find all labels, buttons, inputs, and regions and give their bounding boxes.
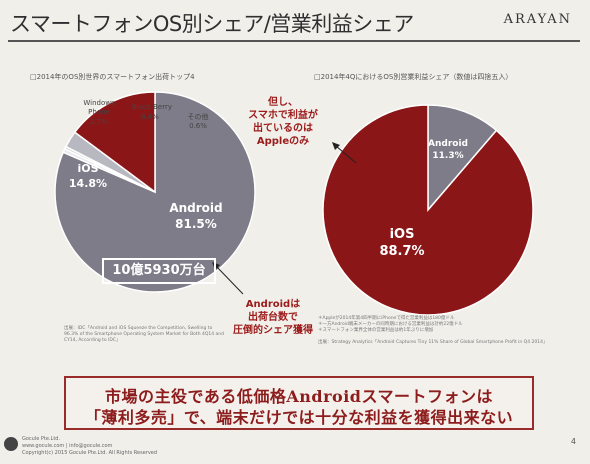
- right-source: 出展：Strategy Analytics「Android Captures T…: [318, 340, 548, 345]
- right-note-line: ＊一方Android端末メーカーの同時期における営業利益は計約22億ドル: [318, 322, 463, 327]
- label-android: Android: [169, 201, 222, 215]
- company-contact: www.gocule.com | info@gocule.com: [22, 443, 113, 449]
- slide-title: スマートフォンOS別シェア/営業利益シェア: [10, 12, 414, 36]
- right-annotation-arrow: [335, 145, 357, 164]
- left-source-line: 出展：IDC「Android and iOS Squeeze the Compe…: [64, 326, 213, 331]
- shipment-share-pie: [54, 91, 256, 293]
- label-ios: iOS: [77, 162, 98, 175]
- profit-share-pie: [322, 104, 534, 316]
- left-annotation-line: 圧倒的シェア獲得: [233, 325, 313, 336]
- left-annotation-arrow: [215, 265, 244, 295]
- right-annotation-line: スマホで利益が: [248, 110, 318, 121]
- pie-slice-ios: [322, 104, 534, 316]
- label-windows-phone: Phone: [88, 108, 110, 116]
- left-annotation-line: Androidは: [245, 299, 301, 310]
- label-windows-phone: Windows: [83, 99, 115, 107]
- label-other: その他: [188, 112, 209, 121]
- value-windows-phone: 2.7%: [90, 118, 108, 126]
- left-source: 出展：IDC「Android and iOS Squeeze the Compe…: [64, 326, 224, 344]
- right-arrowhead-icon: [332, 142, 340, 150]
- right-annotation-line: 出ているのは: [253, 123, 313, 134]
- right-annotation-line: 但し、: [268, 97, 298, 108]
- left-annotation-line: 出荷台数で: [248, 312, 298, 323]
- title-divider: [8, 40, 580, 42]
- label-ios-profit: iOS: [390, 227, 415, 242]
- gocule-logo-icon: [4, 437, 18, 451]
- shipment-callout: 10億5930万台: [102, 258, 216, 284]
- page-number: 4: [570, 437, 576, 446]
- pie-slice-android: [427, 104, 498, 213]
- copyright: Copyright(c) 2015 Gocule Pte.Ltd. All Ri…: [22, 450, 158, 456]
- left-source-line: CY14, According to IDC」: [64, 338, 121, 343]
- left-source-line: 96.3% of the Smartphone Operating System…: [64, 332, 225, 337]
- label-android-profit: Android: [428, 139, 468, 149]
- right-notes: ＊Appleが2014年第4四半期にiPhoneで得た営業利益は180億ドル ＊…: [318, 316, 558, 334]
- company-name: Gocule Pte.Ltd.: [22, 436, 61, 442]
- key-message-line-2: 「薄利多売」で、端末だけでは十分な利益を獲得出来ない: [84, 408, 514, 427]
- company-logo: ARAYAN: [503, 12, 572, 27]
- right-annotation: 但し、 スマホで利益が 出ているのは Appleのみ: [238, 96, 328, 148]
- key-message-box: 市場の主役である低価格Androidスマートフォンは 「薄利多売」で、端末だけで…: [64, 376, 534, 430]
- value-black-berry: 0.4%: [141, 113, 159, 121]
- key-message-line-1: 市場の主役である低価格Androidスマートフォンは: [105, 387, 493, 406]
- value-ios-profit: 88.7%: [379, 244, 424, 259]
- value-android: 81.5%: [175, 217, 217, 231]
- left-annotation: Androidは 出荷台数で 圧倒的シェア獲得: [228, 298, 318, 337]
- value-other: 0.6%: [189, 122, 207, 130]
- label-black-berry: Black Berry: [132, 103, 172, 111]
- pie-slice-ios: [73, 91, 156, 194]
- right-note-line: ＊Appleが2014年第4四半期にiPhoneで得た営業利益は180億ドル: [318, 316, 455, 321]
- value-android-profit: 11.3%: [432, 151, 463, 161]
- right-chart-subtitle: □2014年4QにおけるOS別営業利益シェア（数値は四捨五入）: [314, 73, 513, 81]
- value-ios: 14.8%: [69, 177, 107, 190]
- right-note-line: ＊スマートフォン業界全体の営業利益は約1年ぶりに増加: [318, 328, 434, 333]
- left-chart-subtitle: □2014年のOS別世界のスマートフォン出荷トップ4: [30, 73, 195, 81]
- right-annotation-line: Appleのみ: [256, 136, 310, 147]
